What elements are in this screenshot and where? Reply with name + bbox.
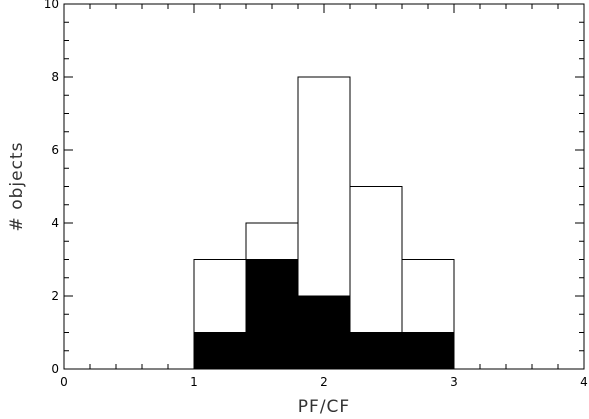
x-tick-label: 2: [320, 375, 328, 389]
y-tick-label: 4: [51, 216, 59, 230]
y-tick-label: 10: [44, 0, 59, 11]
axis-ticks: [63, 3, 585, 370]
filled-bar-0: [193, 332, 247, 370]
tick-labels: 0 1 2 3 4 0 2 4 6 8 10: [44, 0, 588, 389]
filled-bar-3: [349, 332, 403, 370]
x-tick-label: 3: [450, 375, 458, 389]
y-tick-label: 2: [51, 289, 59, 303]
filled-bar-1: [245, 259, 299, 370]
x-axis-label: PF/CF: [298, 397, 350, 417]
x-tick-label: 1: [190, 375, 198, 389]
y-tick-label: 0: [51, 362, 59, 376]
x-tick-label: 4: [580, 375, 588, 389]
filled-bar-4: [401, 332, 455, 370]
y-tick-label: 8: [51, 70, 59, 84]
filled-bar-2: [297, 295, 351, 370]
y-tick-label: 6: [51, 143, 59, 157]
x-tick-label: 0: [60, 375, 68, 389]
y-axis-label: # objects: [7, 142, 27, 232]
